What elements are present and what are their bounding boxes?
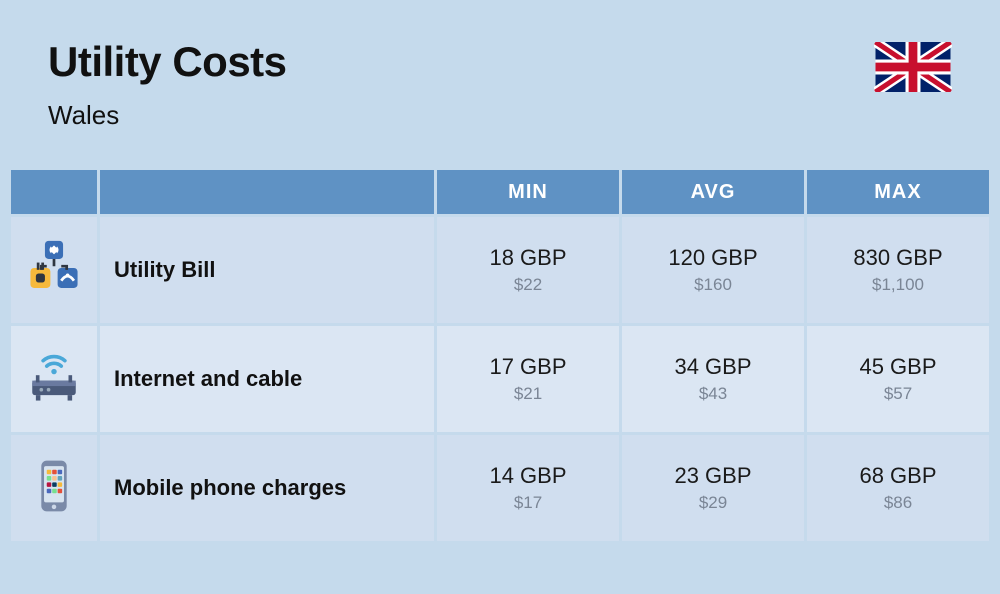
primary-value: 17 GBP: [437, 354, 619, 380]
cell-avg: 34 GBP $43: [622, 326, 804, 432]
table-row: Utility Bill 18 GBP $22 120 GBP $160 830…: [11, 217, 989, 323]
row-label: Internet and cable: [100, 326, 434, 432]
page-title: Utility Costs: [48, 38, 287, 86]
router-icon: [25, 348, 83, 406]
cell-min: 18 GBP $22: [437, 217, 619, 323]
secondary-value: $57: [807, 384, 989, 404]
secondary-value: $22: [437, 275, 619, 295]
cell-min: 17 GBP $21: [437, 326, 619, 432]
secondary-value: $43: [622, 384, 804, 404]
row-label: Utility Bill: [100, 217, 434, 323]
cell-max: 830 GBP $1,100: [807, 217, 989, 323]
col-min: MIN: [437, 170, 619, 214]
secondary-value: $86: [807, 493, 989, 513]
row-icon-cell: [11, 435, 97, 541]
secondary-value: $17: [437, 493, 619, 513]
secondary-value: $21: [437, 384, 619, 404]
secondary-value: $160: [622, 275, 804, 295]
primary-value: 68 GBP: [807, 463, 989, 489]
cell-max: 68 GBP $86: [807, 435, 989, 541]
uk-flag-icon: [874, 42, 952, 92]
row-label: Mobile phone charges: [100, 435, 434, 541]
table-row: Mobile phone charges 14 GBP $17 23 GBP $…: [11, 435, 989, 541]
cell-max: 45 GBP $57: [807, 326, 989, 432]
col-avg: AVG: [622, 170, 804, 214]
cell-avg: 23 GBP $29: [622, 435, 804, 541]
table-header-row: MIN AVG MAX: [11, 170, 989, 214]
cell-avg: 120 GBP $160: [622, 217, 804, 323]
primary-value: 45 GBP: [807, 354, 989, 380]
primary-value: 830 GBP: [807, 245, 989, 271]
table-row: Internet and cable 17 GBP $21 34 GBP $43…: [11, 326, 989, 432]
header: Utility Costs Wales: [0, 0, 1000, 131]
header-spacer-label: [100, 170, 434, 214]
page-subtitle: Wales: [48, 100, 287, 131]
col-max: MAX: [807, 170, 989, 214]
secondary-value: $29: [622, 493, 804, 513]
primary-value: 34 GBP: [622, 354, 804, 380]
primary-value: 23 GBP: [622, 463, 804, 489]
row-icon-cell: [11, 217, 97, 323]
utility-icon: [25, 239, 83, 297]
primary-value: 14 GBP: [437, 463, 619, 489]
phone-icon: [25, 457, 83, 515]
cell-min: 14 GBP $17: [437, 435, 619, 541]
cost-table: MIN AVG MAX Utility Bill 18 GBP $22: [8, 167, 992, 544]
primary-value: 120 GBP: [622, 245, 804, 271]
title-block: Utility Costs Wales: [48, 38, 287, 131]
header-spacer-icon: [11, 170, 97, 214]
secondary-value: $1,100: [807, 275, 989, 295]
row-icon-cell: [11, 326, 97, 432]
primary-value: 18 GBP: [437, 245, 619, 271]
